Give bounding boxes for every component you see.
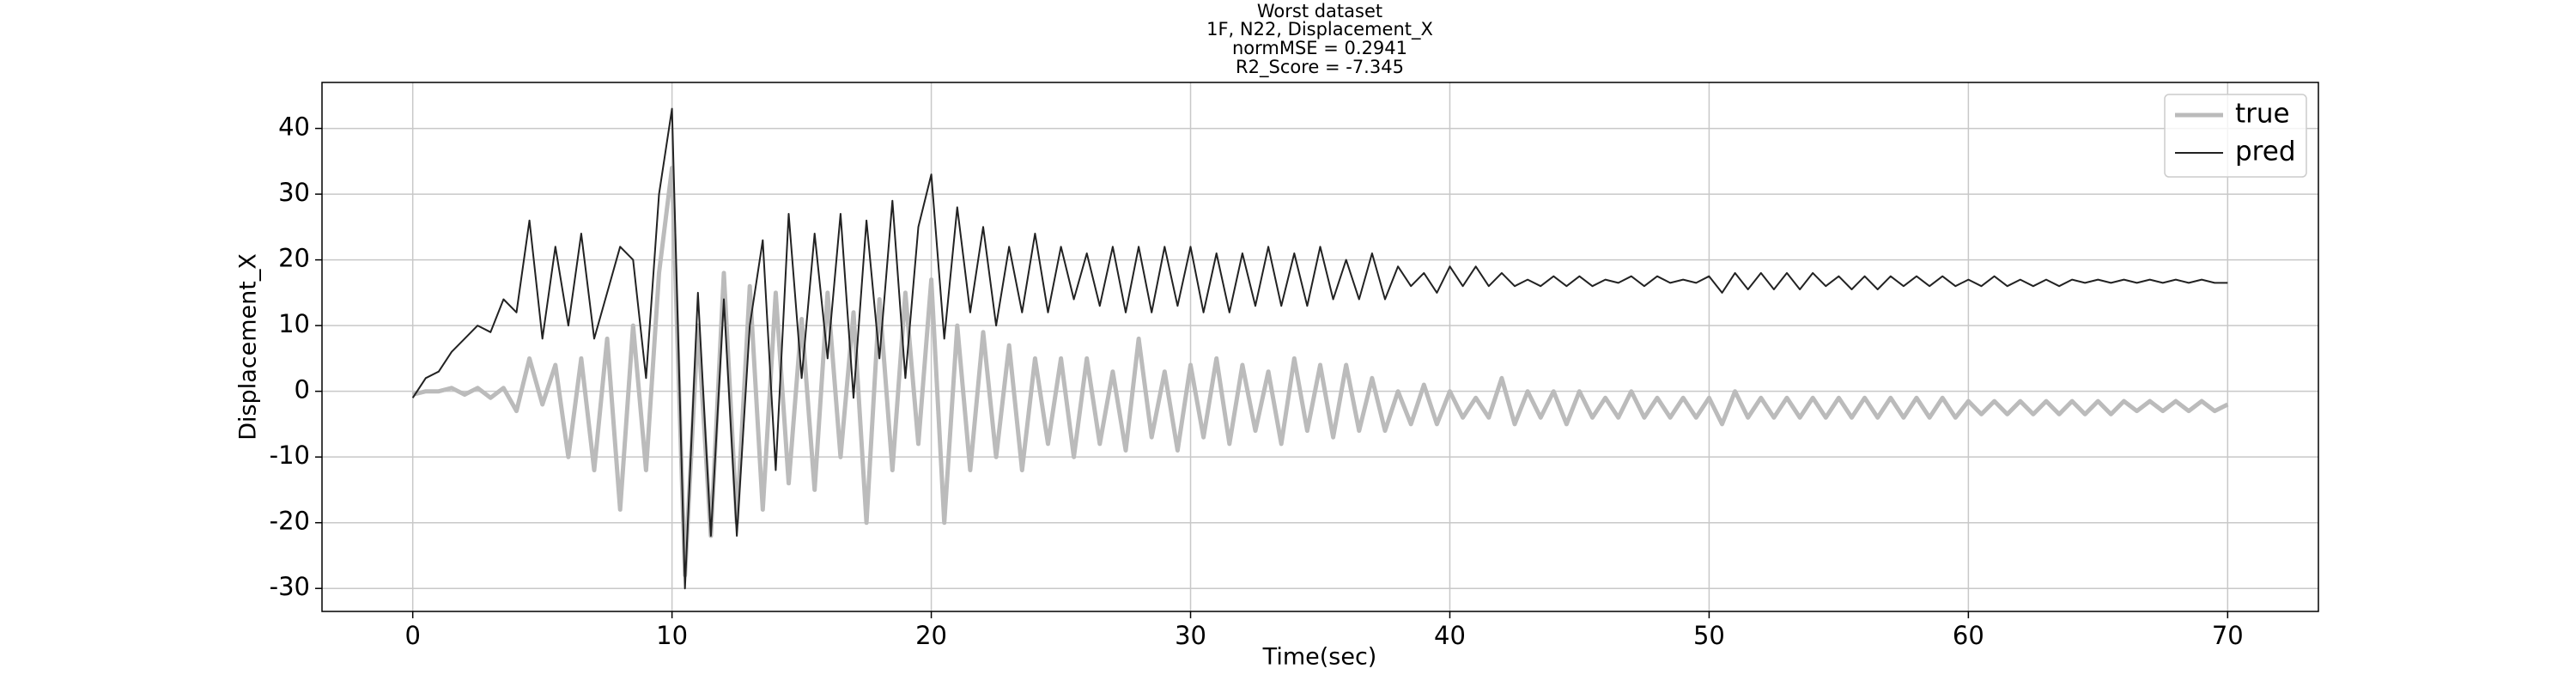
legend-label: pred <box>2235 137 2296 167</box>
y-axis-label: Displacement_X <box>235 253 262 441</box>
y-tick-label: -20 <box>270 507 310 536</box>
y-tick-label: 40 <box>278 112 310 142</box>
line-series <box>411 107 2228 590</box>
x-tick-label: 50 <box>1693 621 1725 650</box>
plot-frame <box>321 82 2319 612</box>
x-tick-label: 30 <box>1175 621 1206 650</box>
x-tick-label: 10 <box>656 621 688 650</box>
x-tick-label: 20 <box>915 621 947 650</box>
x-tick-label: 60 <box>1953 621 1984 650</box>
chart-title: 1F, N22, Displacement_X <box>1206 19 1433 40</box>
x-tick-label: 40 <box>1434 621 1466 650</box>
y-tick-label: 10 <box>278 309 310 338</box>
y-tick-label: 30 <box>278 178 310 207</box>
y-tick-label: 20 <box>278 244 310 273</box>
chart-title: Worst dataset <box>1257 1 1382 21</box>
chart-title: R2_Score = -7.345 <box>1236 57 1404 78</box>
chart-title: normMSE = 0.2941 <box>1232 38 1407 58</box>
y-tick-label: -30 <box>270 572 310 601</box>
y-tick-label: -10 <box>270 441 310 470</box>
x-axis-label: Time(sec) <box>1262 644 1377 671</box>
line-series <box>412 166 2229 578</box>
legend-label: true <box>2235 99 2290 130</box>
x-tick-label: 70 <box>2212 621 2244 650</box>
y-tick-label: 0 <box>295 375 310 404</box>
x-tick-label: 0 <box>404 621 420 650</box>
